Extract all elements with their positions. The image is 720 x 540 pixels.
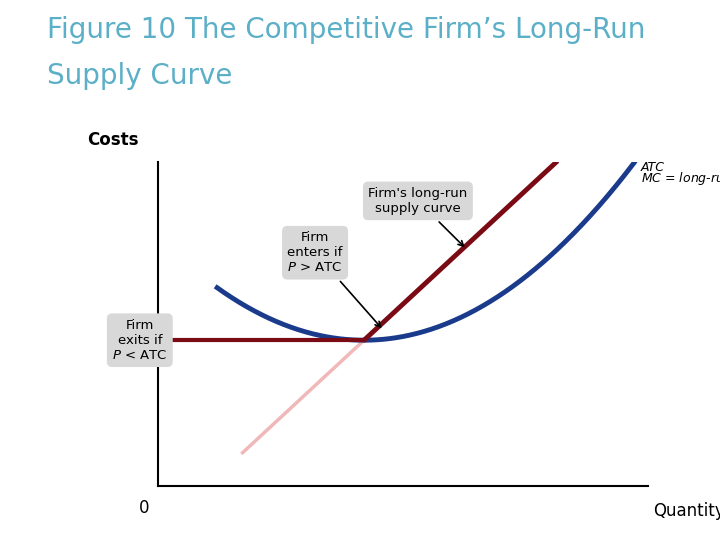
- Text: Firm's long-run
supply curve: Firm's long-run supply curve: [368, 187, 467, 246]
- Text: Costs: Costs: [87, 131, 139, 149]
- Text: Quantity: Quantity: [653, 502, 720, 520]
- Text: ATC: ATC: [641, 160, 665, 173]
- Text: Firm
enters if
$P$ > ATC: Firm enters if $P$ > ATC: [287, 231, 381, 327]
- Text: Supply Curve: Supply Curve: [47, 62, 232, 90]
- Text: 0: 0: [138, 499, 149, 517]
- Text: Figure 10 The Competitive Firm’s Long-Run: Figure 10 The Competitive Firm’s Long-Ru…: [47, 16, 645, 44]
- Text: $MC$ = $long$-$run$ $S$: $MC$ = $long$-$run$ $S$: [641, 170, 720, 187]
- Text: Firm
exits if
$P$ < ATC: Firm exits if $P$ < ATC: [112, 319, 168, 362]
